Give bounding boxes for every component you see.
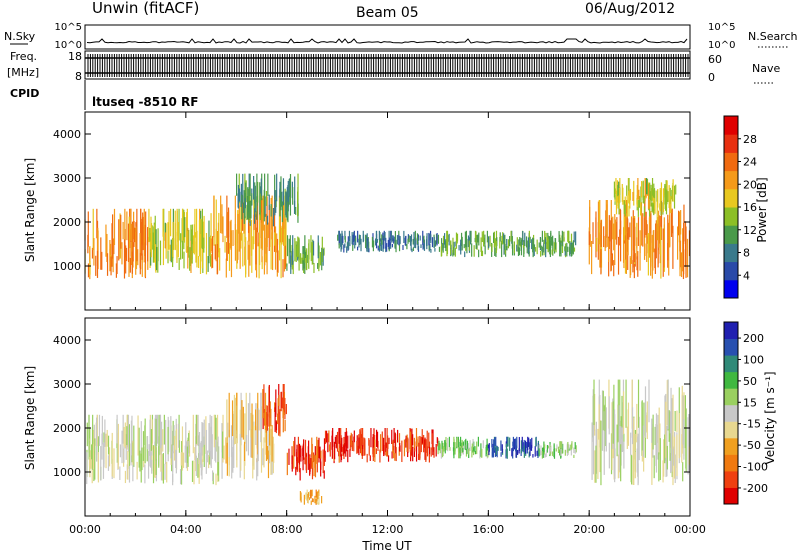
colorbar-segment [724, 454, 738, 472]
freq-tick-top: 18 [68, 50, 82, 63]
power-y-ticks: 1000 2000 3000 4000 [53, 128, 690, 273]
nsky-trace [86, 38, 688, 44]
colorbar-segment [724, 437, 738, 455]
power-colorbar-label: Power [dB] [755, 177, 769, 242]
nsearch-tick-top: 10^5 [708, 22, 735, 33]
colorbar-segment [724, 404, 738, 422]
colorbar-tick-label: 200 [743, 332, 764, 345]
colorbar-segment [724, 243, 738, 263]
colorbar-tick-label: 4 [743, 269, 750, 282]
freq-label-line2: [MHz] [7, 66, 39, 79]
colorbar-segment [724, 371, 738, 389]
colorbar-tick-label: -100 [743, 461, 768, 474]
freq-tick-bottom: 8 [75, 70, 82, 83]
nave-label: Nave [752, 62, 780, 75]
x-tick-label: 16:00 [472, 523, 504, 536]
colorbar-segment [724, 322, 738, 340]
nsky-panel [84, 24, 691, 50]
colorbar-segment [724, 279, 738, 299]
power-ylabel: Slant Range [km] [23, 158, 37, 262]
colorbar-frame [723, 321, 739, 505]
nsearch-tick-bottom: 10^0 [708, 40, 735, 51]
colorbar-segment [724, 225, 738, 244]
y-tick-label: 2000 [53, 422, 81, 435]
colorbar-tick-label: -200 [743, 482, 768, 495]
colorbar-segment [724, 470, 738, 488]
plot-title: Unwin (fitACF) [92, 0, 199, 17]
x-tick-label: 00:00 [674, 523, 706, 536]
velocity-y-ticks: 1000 2000 3000 4000 [53, 334, 690, 479]
colorbar-segment [724, 421, 738, 439]
y-tick-label: 3000 [53, 172, 81, 185]
y-tick-label: 1000 [53, 466, 81, 479]
colorbar-segment [724, 338, 738, 356]
colorbar-tick-label: 16 [743, 201, 757, 214]
colorbar-tick-label: 8 [743, 247, 750, 260]
colorbar-segment [724, 170, 738, 190]
colorbar-segment [724, 355, 738, 373]
colorbar-segment [724, 134, 738, 153]
colorbar-tick-label: 24 [743, 156, 757, 169]
colorbar-tick-label: 12 [743, 224, 757, 237]
colorbar-segment [724, 116, 738, 135]
colorbar-tick-label: 15 [743, 396, 757, 409]
power-colorbar: 4 8 12 16 20 24 28 [723, 115, 757, 299]
beam-label: Beam 05 [356, 5, 419, 21]
nave-tick-bottom: 0 [708, 71, 715, 84]
colorbar-segment [724, 261, 738, 281]
x-axis-label: Time UT [361, 539, 412, 553]
colorbar-segment [724, 152, 738, 172]
colorbar-tick-label: 28 [743, 133, 757, 146]
cpid-label: CPID [10, 87, 39, 100]
nsearch-label: N.Search [748, 30, 798, 43]
nsky-tick-top: 10^5 [55, 22, 82, 33]
velocity-ylabel: Slant Range [km] [23, 366, 37, 470]
power-heatmap [84, 173, 691, 280]
freq-panel [84, 50, 691, 80]
y-tick-label: 1000 [53, 260, 81, 273]
nave-tick-top: 60 [708, 53, 722, 66]
x-tick-label: 12:00 [372, 523, 404, 536]
colorbar-tick-label: 50 [743, 375, 757, 388]
x-tick-label: 00:00 [69, 523, 101, 536]
y-tick-label: 4000 [53, 334, 81, 347]
colorbar-tick-label: -15 [743, 418, 761, 431]
x-tick-label: 04:00 [170, 523, 202, 536]
velocity-heatmap [86, 379, 690, 505]
date-label: 06/Aug/2012 [585, 1, 675, 17]
colorbar-tick-label: -50 [743, 439, 761, 452]
cpid-text: ltuseq -8510 RF [92, 95, 198, 109]
colorbar-tick-label: 20 [743, 178, 757, 191]
velocity-colorbar-label: Velocity [m s⁻¹] [763, 371, 777, 464]
colorbar-segment [724, 188, 738, 208]
y-tick-label: 4000 [53, 128, 81, 141]
freq-bars [85, 54, 690, 77]
nsky-label: N.Sky [4, 30, 36, 43]
colorbar-tick-label: 100 [743, 353, 764, 366]
x-ticks: 00:00 04:00 08:00 12:00 16:00 20:00 00:00 [69, 112, 706, 536]
velocity-colorbar: 200 100 50 15 -15 -50 -100 -200 [723, 321, 768, 505]
y-tick-label: 3000 [53, 378, 81, 391]
freq-label-line1: Freq. [10, 50, 37, 63]
colorbar-segment [724, 487, 738, 505]
x-tick-label: 20:00 [573, 523, 605, 536]
x-tick-label: 08:00 [271, 523, 303, 536]
colorbar-segment [724, 388, 738, 406]
colorbar-segment [724, 207, 738, 226]
nsky-tick-bottom: 10^0 [55, 40, 82, 51]
y-tick-label: 2000 [53, 216, 81, 229]
